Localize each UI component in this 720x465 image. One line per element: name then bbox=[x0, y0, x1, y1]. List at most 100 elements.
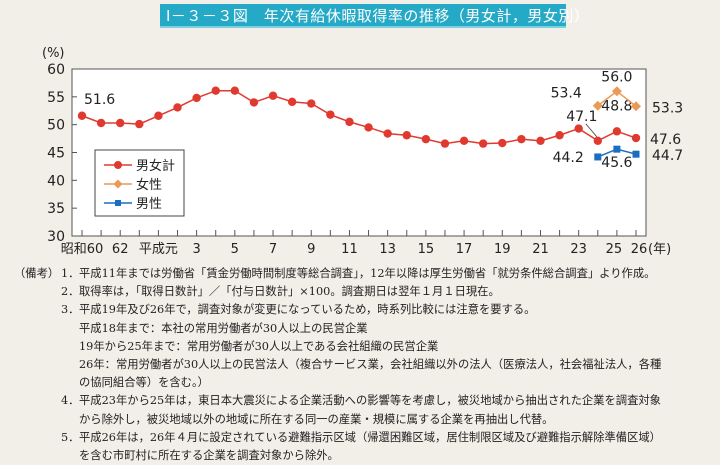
note-line: 5． 平成26年は，26年４月に設定されている避難指示区域（帰還困難区域，居住制限… bbox=[14, 429, 714, 447]
note-text: 平成26年は，26年４月に設定されている避難指示区域（帰還困難区域，居住制限区域… bbox=[79, 430, 661, 444]
note-text: を含む市町村に所在する企業を調査対象から除外。 bbox=[79, 448, 339, 462]
data-point bbox=[592, 100, 603, 111]
note-number bbox=[61, 374, 79, 392]
note-label bbox=[14, 429, 61, 447]
data-point bbox=[116, 118, 125, 128]
data-point bbox=[498, 138, 507, 148]
data-point bbox=[364, 123, 373, 132]
legend bbox=[94, 149, 185, 217]
legend-label: 男女計 bbox=[136, 158, 175, 174]
y-tick-label: 40 bbox=[47, 173, 65, 189]
y-tick-label: 30 bbox=[47, 229, 65, 245]
y-tick-label: 45 bbox=[47, 146, 65, 162]
data-point bbox=[478, 139, 488, 148]
note-text: 19年から25年まで：常用労働者が30人以上である会社組織の民営企業 bbox=[79, 339, 439, 353]
legend-marker bbox=[115, 200, 121, 206]
data-point bbox=[536, 136, 545, 146]
note-number: 2． bbox=[61, 285, 80, 299]
figure-title: Ⅰ－３－３図 年次有給休暇取得率の推移（男女計，男女別） bbox=[160, 4, 589, 28]
note-text: 平成11年までは労働省「賃金労働時間制度等総合調査」，12年以降は厚生労働省「就… bbox=[79, 267, 656, 280]
x-tick-label: 26 bbox=[631, 242, 648, 257]
data-point bbox=[173, 103, 182, 112]
data-point bbox=[402, 131, 411, 140]
note-label bbox=[14, 411, 61, 429]
data-label: 45.6 bbox=[601, 155, 632, 171]
data-point bbox=[421, 134, 431, 144]
data-label: 47.1 bbox=[566, 109, 597, 125]
y-tick-label: 35 bbox=[47, 201, 65, 217]
data-point bbox=[517, 134, 526, 144]
data-point bbox=[611, 86, 622, 97]
data-point bbox=[192, 93, 201, 103]
data-point bbox=[440, 139, 450, 148]
note-label bbox=[14, 356, 61, 374]
x-axis-unit: (年) bbox=[648, 242, 671, 257]
note-line: （備考） 1． 平成11年までは労働省「賃金労働時間制度等総合調査」，12年以降は厚… bbox=[14, 265, 714, 283]
x-tick-label: 17 bbox=[456, 242, 473, 257]
data-label: 44.7 bbox=[652, 148, 683, 164]
data-point bbox=[268, 91, 278, 100]
x-tick-label: 21 bbox=[532, 242, 549, 257]
data-point bbox=[249, 98, 259, 107]
note-line: を含む市町村に所在する企業を調査対象から除外。 bbox=[14, 447, 714, 465]
data-point bbox=[383, 129, 392, 138]
leader-line bbox=[585, 123, 598, 138]
note-number: 1． bbox=[61, 267, 80, 280]
data-point bbox=[459, 136, 469, 146]
legend-label: 女性 bbox=[136, 177, 162, 193]
data-point bbox=[154, 111, 163, 120]
note-line: 平成18年まで：本社の常用労働者が30人以上の民営企業 bbox=[14, 320, 714, 338]
x-tick-label: 25 bbox=[606, 242, 623, 257]
x-tick-label: 平成元 bbox=[139, 242, 178, 257]
legend-label: 男性 bbox=[136, 197, 162, 212]
data-label: 56.0 bbox=[601, 69, 632, 85]
data-point bbox=[631, 101, 641, 112]
x-tick-label: 15 bbox=[418, 242, 435, 257]
note-label: （備考） bbox=[14, 267, 60, 280]
data-point bbox=[326, 110, 335, 119]
note-text: の協同組合等）を含む。） bbox=[79, 376, 209, 390]
note-label bbox=[14, 283, 61, 301]
data-label: 44.2 bbox=[553, 150, 584, 166]
data-point bbox=[593, 136, 602, 146]
data-point bbox=[230, 86, 240, 95]
note-text: 平成23年から25年は，東日本大震災による企業活動への影響等を考慮し，被災地域か… bbox=[79, 394, 661, 408]
note-label bbox=[14, 447, 61, 465]
x-tick-label: 3 bbox=[192, 242, 200, 257]
data-point bbox=[211, 86, 220, 95]
note-line: 26年：常用労働者が30人以上の民営法人（複合サービス業，会社組織以外の法人（医… bbox=[14, 356, 714, 374]
note-number bbox=[61, 411, 79, 429]
note-text: 平成18年まで：本社の常用労働者が30人以上の民営企業 bbox=[79, 321, 368, 335]
data-label: 53.4 bbox=[551, 86, 582, 102]
data-point bbox=[574, 124, 583, 133]
x-tick-label: 19 bbox=[494, 242, 511, 257]
x-tick-label: 7 bbox=[269, 242, 277, 257]
note-line: の協同組合等）を含む。） bbox=[14, 374, 714, 392]
data-label: 48.8 bbox=[601, 98, 632, 114]
note-number bbox=[61, 447, 79, 465]
x-tick-label: 昭和60 bbox=[61, 242, 104, 257]
x-tick-label: 9 bbox=[307, 242, 315, 257]
note-number bbox=[61, 320, 79, 338]
data-point bbox=[613, 145, 621, 153]
note-label bbox=[14, 338, 61, 356]
data-point bbox=[594, 153, 602, 161]
y-tick-label: 50 bbox=[47, 118, 65, 134]
data-point bbox=[345, 117, 354, 127]
x-tick-label: 23 bbox=[570, 242, 587, 257]
note-line: 4． 平成23年から25年は，東日本大震災による企業活動への影響等を考慮し，被災地… bbox=[14, 392, 714, 410]
note-text: 平成19年及び26年で，調査対象が変更になっているため，時系列比較には注意を要す… bbox=[79, 303, 536, 317]
note-number bbox=[61, 356, 79, 374]
y-axis-unit: (%) bbox=[42, 46, 65, 61]
note-label bbox=[14, 392, 61, 410]
note-label bbox=[14, 374, 61, 392]
legend-marker bbox=[114, 161, 122, 169]
x-tick-label: 11 bbox=[341, 242, 358, 257]
note-number: 4． bbox=[61, 394, 80, 408]
note-text: 取得率は，「取得日数計」／「付与日数計」×100。調査期日は翌年１月１日現在。 bbox=[79, 285, 500, 299]
data-point bbox=[96, 118, 106, 128]
note-number bbox=[61, 338, 79, 356]
data-label: 47.6 bbox=[650, 132, 681, 148]
data-point bbox=[77, 111, 87, 120]
